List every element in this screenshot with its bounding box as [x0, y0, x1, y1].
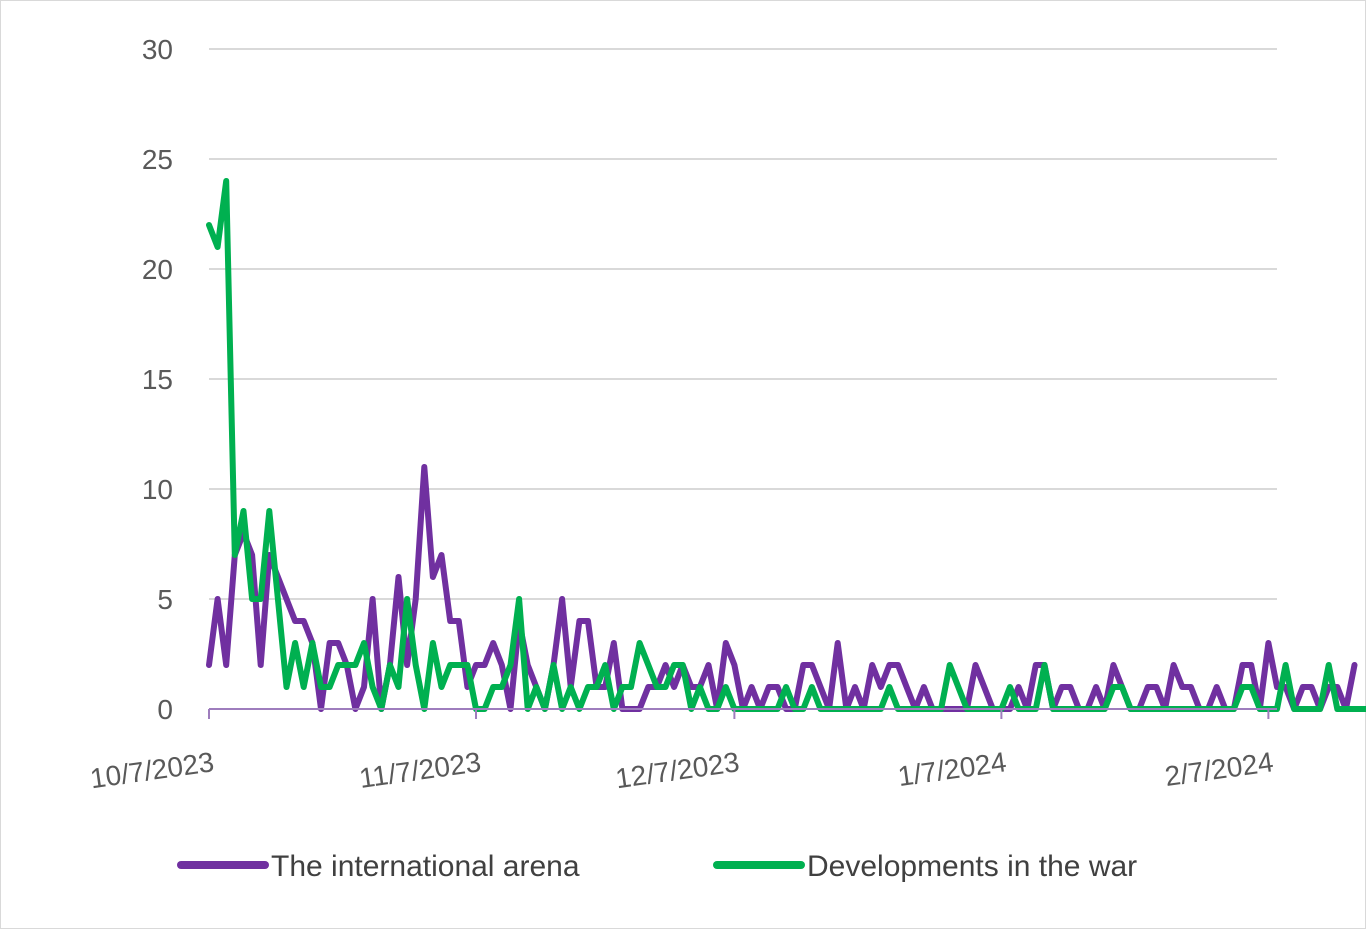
y-tick-label: 30 — [142, 34, 173, 65]
y-tick-label: 15 — [142, 364, 173, 395]
series-line-developments-in-war — [206, 178, 1366, 712]
legend: The international arena Developments in t… — [177, 850, 1137, 883]
gridlines — [209, 48, 1277, 600]
x-tick-label: 12/7/2023 — [614, 746, 742, 794]
x-tick-label: 1/7/2024 — [896, 746, 1008, 792]
y-tick-label: 10 — [142, 474, 173, 505]
y-tick-label: 0 — [157, 694, 173, 725]
series-line-international-arena — [206, 464, 1358, 712]
x-axis-ticks: 10/7/2023 11/7/2023 12/7/2023 1/7/2024 2/7/2… — [88, 746, 1275, 794]
legend-label: Developments in the war — [807, 850, 1137, 883]
x-axis — [208, 708, 1277, 719]
series-lines — [206, 178, 1366, 712]
legend-label: The international arena — [271, 850, 580, 883]
x-tick-label: 10/7/2023 — [88, 746, 216, 794]
x-tick-label: 11/7/2023 — [357, 746, 483, 794]
y-tick-label: 20 — [142, 254, 173, 285]
y-axis-ticks: 0 5 10 15 20 25 30 — [142, 34, 173, 725]
y-tick-label: 5 — [157, 584, 173, 615]
y-tick-label: 25 — [142, 144, 173, 175]
x-tick-label: 2/7/2024 — [1163, 746, 1275, 792]
